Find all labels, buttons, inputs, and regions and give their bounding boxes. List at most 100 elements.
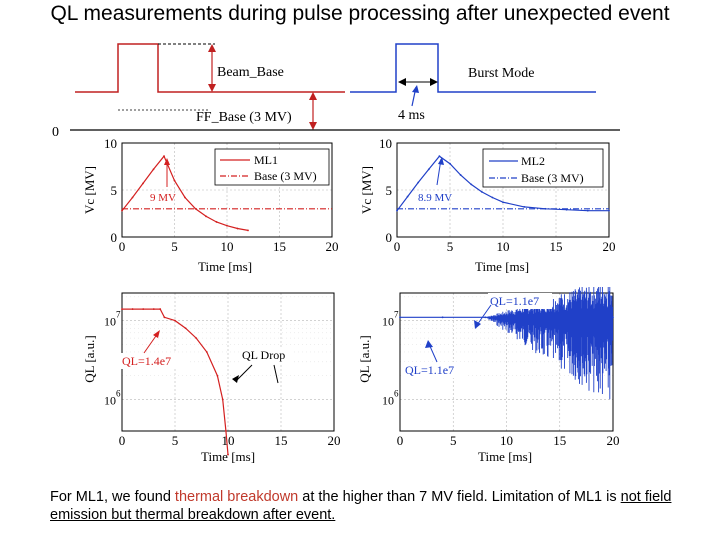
data-point bbox=[163, 155, 165, 158]
y-tick-exponent: 7 bbox=[116, 310, 121, 320]
data-point bbox=[163, 316, 166, 319]
data-point bbox=[121, 209, 123, 212]
y-tick-label: 10 bbox=[382, 393, 394, 407]
x-tick-label: 0 bbox=[119, 433, 126, 448]
data-point bbox=[406, 195, 409, 198]
x-tick-label: 10 bbox=[497, 239, 510, 254]
x-tick-label: 10 bbox=[500, 433, 513, 448]
peak-annotation: 9 MV bbox=[150, 192, 176, 204]
x-axis-label: Time [ms] bbox=[478, 449, 532, 464]
series-layer bbox=[399, 287, 614, 400]
caption-underlined: not field emission but thermal breakdown… bbox=[50, 489, 672, 523]
y-tick-exponent: 6 bbox=[394, 388, 399, 398]
data-point bbox=[502, 201, 504, 204]
caption-part-3: at the higher than 7 MV field. Limitatio… bbox=[298, 489, 621, 505]
x-tick-label: 0 bbox=[119, 239, 126, 254]
vc-ml2-chart: 0 5 10 15 20 0 5 10 ML2 Base (3 MV) 8.9 MV Time… bbox=[359, 136, 616, 273]
y-tick-label: 10 bbox=[104, 315, 116, 329]
series-layer bbox=[121, 155, 332, 232]
data-point bbox=[131, 308, 134, 310]
x-tick-label: 10 bbox=[222, 433, 235, 448]
burst-mode-label: Burst Mode bbox=[468, 66, 535, 81]
x-tick-label: 20 bbox=[603, 239, 616, 254]
data-point bbox=[224, 429, 227, 432]
beam-pulse-waveform bbox=[75, 43, 345, 93]
x-tick-label: 0 bbox=[394, 239, 401, 254]
caption: For ML1, we found thermal breakdown at t… bbox=[50, 488, 690, 524]
data-point bbox=[205, 351, 208, 353]
ql-annotation-top: QL=1.1e7 bbox=[490, 294, 539, 308]
x-tick-label: 5 bbox=[450, 433, 457, 448]
data-point bbox=[236, 227, 239, 230]
y-tick-label: 10 bbox=[104, 136, 117, 151]
data-point bbox=[142, 182, 144, 185]
x-tick-label: 5 bbox=[172, 433, 179, 448]
data-point bbox=[159, 308, 162, 310]
data-point bbox=[221, 398, 224, 401]
data-point bbox=[152, 168, 155, 171]
plot-frame bbox=[396, 142, 610, 238]
data-point bbox=[216, 374, 219, 377]
data-point bbox=[184, 327, 187, 330]
y-axis-label: QL [a.u.] bbox=[357, 335, 372, 383]
y-axis-label: Vc [MV] bbox=[359, 166, 374, 214]
zero-label: 0 bbox=[52, 125, 59, 140]
legend: ML2 Base (3 MV) bbox=[482, 148, 604, 188]
data-point bbox=[184, 196, 186, 199]
timing-diagram: Beam_Base FF_Base (3 MV) Burst Mode 4 ms… bbox=[52, 43, 620, 140]
data-point bbox=[417, 181, 420, 184]
data-point bbox=[152, 308, 155, 310]
data-point bbox=[194, 207, 197, 210]
x-tick-label: 0 bbox=[397, 433, 404, 448]
data-point bbox=[438, 155, 441, 158]
data-point bbox=[215, 221, 218, 223]
grid-layer bbox=[397, 143, 609, 237]
data-point bbox=[523, 206, 526, 208]
y-tick-label: 10 bbox=[382, 315, 394, 329]
data-point bbox=[449, 162, 451, 165]
y-axis-label: Vc [MV] bbox=[82, 166, 97, 214]
y-tick-label: 10 bbox=[379, 136, 392, 151]
x-tick-label: 5 bbox=[171, 239, 178, 254]
ql-annotation: QL=1.4e7 bbox=[122, 354, 171, 368]
data-point bbox=[470, 183, 473, 186]
legend: ML1 Base (3 MV) bbox=[214, 148, 330, 186]
x-tick-label: 20 bbox=[326, 239, 339, 254]
data-point bbox=[491, 196, 494, 199]
grid-layer bbox=[122, 143, 332, 237]
data-point bbox=[427, 168, 430, 171]
legend-base: Base (3 MV) bbox=[254, 169, 317, 183]
y-axis-label: QL [a.u.] bbox=[82, 335, 97, 383]
data-point bbox=[399, 316, 401, 319]
x-tick-label: 15 bbox=[553, 433, 566, 448]
data-point bbox=[586, 209, 589, 212]
data-point bbox=[227, 453, 229, 456]
ql-annotation-bottom: QL=1.1e7 bbox=[405, 363, 454, 377]
y-tick-label: 5 bbox=[386, 183, 393, 198]
x-axis-label: Time [ms] bbox=[201, 449, 255, 464]
beam-base-label: Beam_Base bbox=[217, 65, 284, 80]
legend-ml1: ML1 bbox=[254, 153, 278, 167]
x-tick-label: 15 bbox=[275, 433, 288, 448]
duration-label: 4 ms bbox=[398, 108, 425, 123]
tick-layer: 0 5 10 15 20 0 5 10 bbox=[104, 136, 339, 254]
x-tick-label: 15 bbox=[550, 239, 563, 254]
x-tick-label: 20 bbox=[607, 433, 620, 448]
data-point bbox=[205, 215, 207, 218]
legend-base: Base (3 MV) bbox=[521, 171, 584, 185]
data-point bbox=[142, 308, 145, 310]
series-layer bbox=[121, 308, 229, 456]
data-point bbox=[174, 319, 176, 322]
page-title: QL measurements during pulse processing … bbox=[50, 2, 670, 25]
y-tick-label: 10 bbox=[104, 393, 116, 407]
x-tick-label: 10 bbox=[221, 239, 234, 254]
data-point bbox=[484, 316, 487, 319]
ff-base-label: FF_Base (3 MV) bbox=[196, 110, 292, 125]
series-layer bbox=[396, 155, 610, 212]
x-tick-label: 5 bbox=[447, 239, 454, 254]
data-point bbox=[247, 229, 249, 232]
